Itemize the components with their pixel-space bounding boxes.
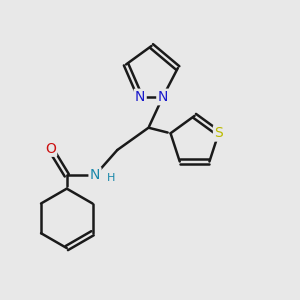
Text: O: O <box>45 142 56 155</box>
Text: N: N <box>90 168 100 182</box>
Text: S: S <box>214 126 223 140</box>
Text: N: N <box>158 90 168 104</box>
Text: N: N <box>135 90 146 104</box>
Text: H: H <box>107 172 116 183</box>
